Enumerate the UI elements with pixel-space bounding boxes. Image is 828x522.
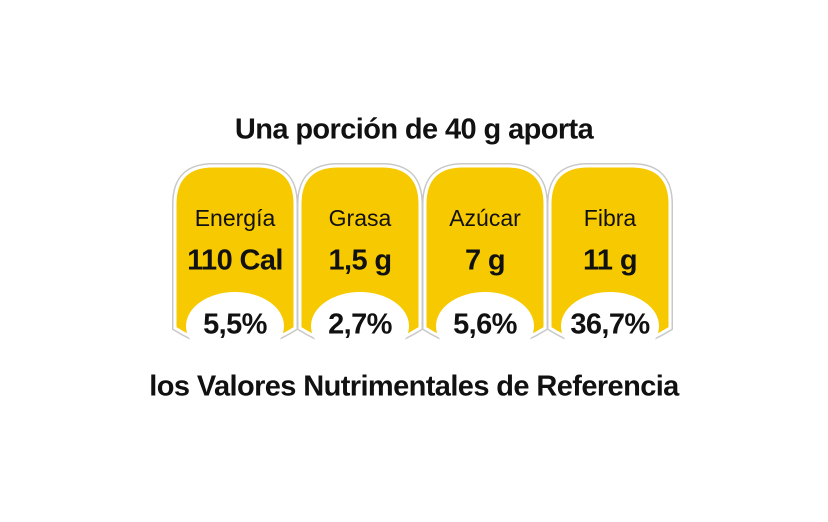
percent-bubble [186, 292, 284, 360]
nutrient-badge: Energía 110 Cal 5,5% [172, 163, 298, 360]
nutrient-percent: 36,7% [570, 309, 650, 341]
percent-bubble [561, 292, 659, 360]
percent-bubble [311, 292, 409, 360]
nutrient-name: Energía [195, 205, 276, 231]
nutrient-percent: 2,7% [328, 309, 393, 341]
nutrient-amount: 11 g [583, 245, 637, 277]
percent-bubble [436, 292, 534, 360]
nutrient-badge: Azúcar 7 g 5,6% [422, 163, 548, 360]
nutrient-percent: 5,5% [203, 309, 268, 341]
nutrient-name: Azúcar [449, 205, 521, 231]
title: Una porción de 40 g aporta [235, 114, 595, 146]
nutrient-name: Grasa [329, 205, 392, 231]
nutrient-amount: 1,5 g [328, 245, 391, 277]
nutrient-percent: 5,6% [453, 309, 518, 341]
nutrient-name: Fibra [584, 205, 637, 231]
nutrient-amount: 110 Cal [187, 245, 283, 277]
footer: los Valores Nutrimentales de Referencia [149, 371, 680, 403]
nutrient-badge: Fibra 11 g 36,7% [547, 163, 673, 360]
nutrient-amount: 7 g [465, 245, 505, 277]
nutrient-badge: Grasa 1,5 g 2,7% [297, 163, 423, 360]
